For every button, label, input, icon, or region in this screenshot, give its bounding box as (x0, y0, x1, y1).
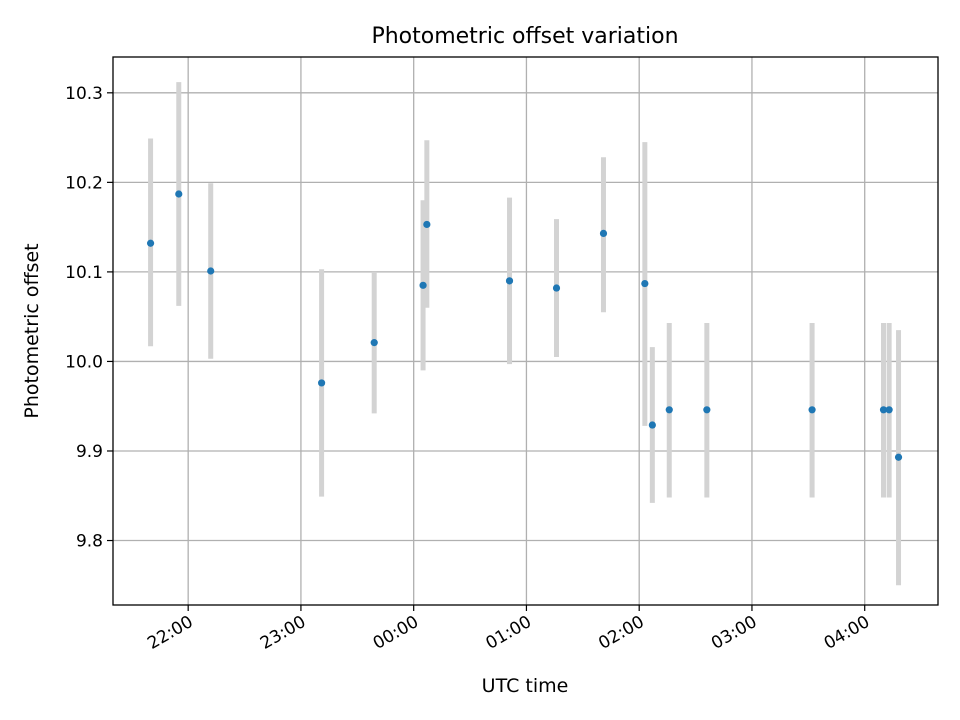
y-tick-label: 9.9 (76, 442, 103, 462)
data-point (894, 453, 903, 461)
chart-title: Photometric offset variation (371, 24, 678, 49)
data-point (703, 406, 711, 414)
data-point (207, 267, 215, 275)
data-point (423, 220, 431, 229)
data-point (879, 406, 888, 414)
y-tick-label: 9.8 (76, 532, 103, 552)
y-axis-label: Photometric offset (21, 243, 43, 418)
data-point (370, 339, 378, 347)
data-point (419, 281, 427, 289)
data-point (552, 284, 561, 292)
data-point (599, 229, 608, 237)
data-point (641, 279, 649, 288)
x-axis-label: UTC time (482, 675, 569, 697)
data-point (665, 406, 673, 414)
y-ticks: 9.8 9.9 10.0 10.1 10.2 10.3 (65, 84, 113, 552)
y-tick-label: 10.0 (65, 352, 103, 372)
data-point (175, 190, 183, 198)
grid (113, 57, 938, 605)
data-point (505, 277, 514, 285)
y-tick-label: 10.1 (65, 263, 103, 283)
data-point (808, 406, 816, 414)
data-point (885, 406, 893, 414)
data-point (317, 379, 326, 387)
y-tick-label: 10.3 (65, 84, 103, 104)
data-points (146, 190, 903, 461)
data-point (146, 239, 155, 247)
plot-frame (112, 56, 939, 606)
y-tick-label: 10.2 (65, 173, 103, 193)
data-point (648, 421, 656, 429)
